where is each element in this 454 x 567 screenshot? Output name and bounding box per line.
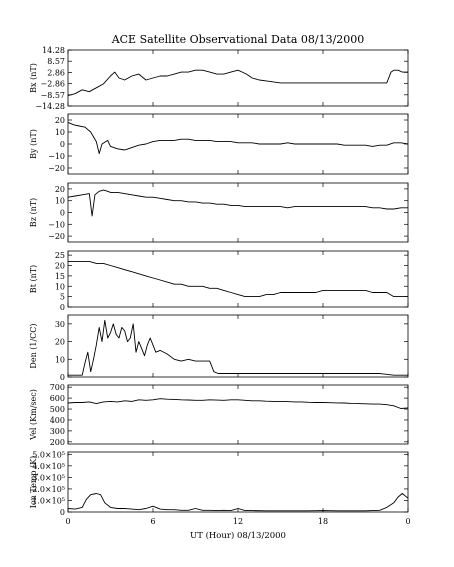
y-axis-label: Ion Temp (K)	[29, 456, 38, 509]
panel-frame	[67, 314, 409, 378]
y-tick-label: 3.0×10⁵	[32, 473, 65, 482]
y-tick-label: 30	[55, 320, 65, 329]
y-tick-label: 0	[60, 209, 65, 218]
y-tick-label: 5.0×10⁵	[32, 450, 65, 459]
y-tick-label: 20	[55, 185, 65, 194]
panel-frame	[67, 113, 409, 175]
y-tick-label: 25	[55, 251, 65, 260]
y-tick-label: 10	[55, 355, 65, 364]
x-tick-label: 0	[405, 517, 410, 526]
x-tick-label: 6	[150, 517, 155, 526]
y-tick-label: 0	[60, 508, 65, 517]
y-tick-label: 200	[50, 438, 65, 447]
series-line-by	[67, 121, 409, 155]
y-axis-label: Vel (Km/sec)	[29, 389, 38, 441]
panel-frame	[67, 250, 409, 308]
y-tick-label: 4.0×10⁵	[32, 462, 65, 471]
y-tick-label: −10	[48, 220, 65, 229]
y-tick-label: 10	[55, 282, 65, 291]
x-axis-label: UT (Hour) 08/13/2000	[190, 530, 286, 541]
y-tick-label: 10	[55, 128, 65, 137]
y-tick-label: −20	[48, 164, 65, 173]
y-tick-label: 2.0×10⁵	[32, 485, 65, 494]
y-tick-label: −8.57	[40, 91, 65, 100]
y-axis-label: By (nT)	[29, 129, 38, 159]
panel-bx: 14.28 8.57 2.86 −2.86 −8.57 −14.28 Bx (nT)	[29, 46, 409, 111]
panel-frame	[67, 451, 409, 513]
panel-stack: 14.28 8.57 2.86 −2.86 −8.57 −14.28 Bx (nT) 20 10…	[29, 46, 409, 517]
y-tick-label: 300	[50, 427, 65, 436]
y-tick-label: 20	[55, 338, 65, 347]
y-tick-label: 500	[50, 405, 65, 414]
y-tick-label: 14.28	[42, 46, 65, 55]
series-line-density	[68, 319, 408, 376]
panel-frame	[67, 182, 409, 243]
y-tick-label: −10	[48, 152, 65, 161]
y-tick-label: 10	[55, 197, 65, 206]
y-tick-label: 1.0×10⁵	[32, 496, 65, 505]
y-tick-label: 5	[60, 293, 65, 302]
x-axis-ticks: 0 6 12 18 0	[65, 517, 410, 526]
series-line-bx	[67, 69, 408, 97]
x-tick-label: 18	[318, 517, 328, 526]
panel-frame	[67, 384, 409, 445]
x-tick-label: 0	[65, 517, 70, 526]
y-tick-label: 600	[50, 394, 65, 403]
y-tick-label: 400	[50, 416, 65, 425]
chart-title: ACE Satellite Observational Data 08/13/2…	[111, 33, 365, 46]
y-tick-label: −2.86	[40, 80, 65, 89]
y-tick-label: −14.28	[35, 102, 65, 111]
panel-velocity: 700 600 500 400 300 200 Vel (Km/sec)	[29, 383, 409, 447]
series-line-bt	[68, 260, 408, 298]
y-tick-label: 15	[55, 272, 65, 281]
panel-bz: 20 10 0 −10 −20 Bz (nT)	[29, 182, 409, 243]
y-tick-label: 0	[60, 140, 65, 149]
y-axis-label: Bt (nT)	[29, 265, 38, 293]
y-tick-label: 2.86	[47, 68, 65, 77]
y-axis-label: Bz (nT)	[29, 198, 38, 227]
panel-ion-temp: 5.0×10⁵ 4.0×10⁵ 3.0×10⁵ 2.0×10⁵ 1.0×10⁵ 0 Ion …	[29, 450, 409, 517]
y-tick-label: 8.57	[47, 57, 65, 66]
series-line-ion-temp	[67, 493, 409, 512]
y-tick-label: 0	[60, 303, 65, 312]
series-line-velocity	[67, 398, 409, 409]
panel-density: 30 20 10 0 Den (1/CC)	[29, 314, 409, 382]
y-axis-label: Den (1/CC)	[29, 323, 38, 368]
y-tick-label: −20	[48, 232, 65, 241]
y-tick-label: 0	[60, 373, 65, 382]
y-tick-label: 20	[55, 262, 65, 271]
y-tick-label: 20	[55, 116, 65, 125]
panel-by: 20 10 0 −10 −20 By (nT)	[29, 113, 409, 175]
series-line-bz	[67, 189, 408, 217]
y-tick-label: 700	[50, 383, 65, 392]
y-axis-label: Bx (nT)	[29, 63, 38, 93]
x-tick-label: 12	[233, 517, 243, 526]
